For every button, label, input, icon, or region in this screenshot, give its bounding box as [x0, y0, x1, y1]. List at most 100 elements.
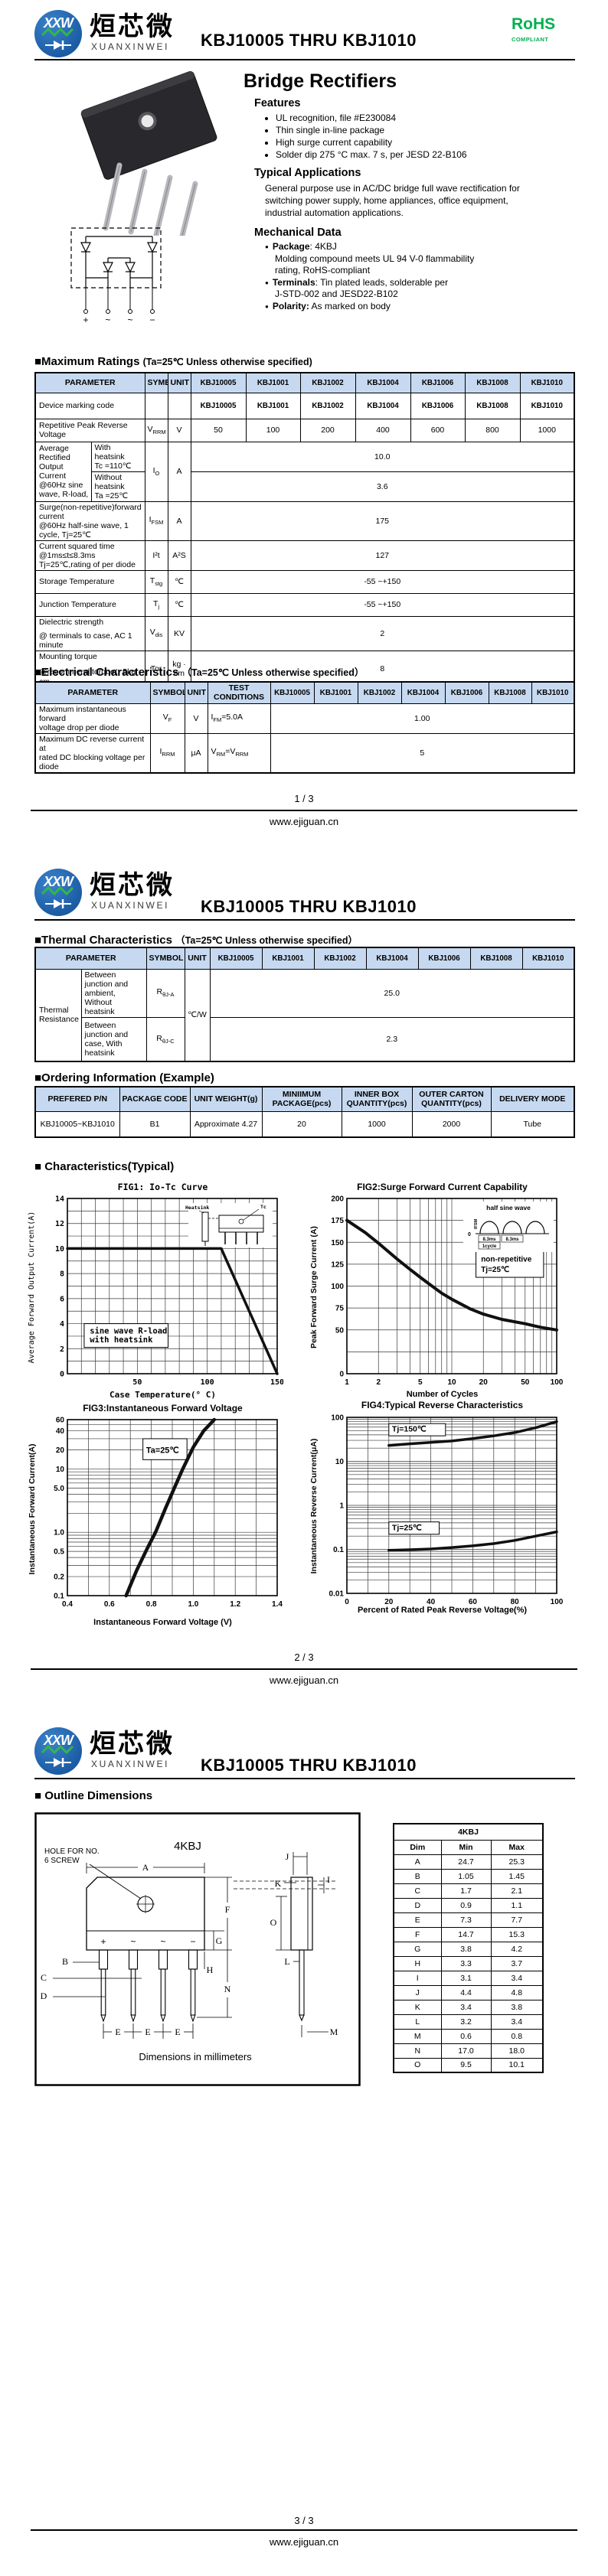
- svg-text:0.5: 0.5: [54, 1548, 64, 1557]
- cell-value: KBJ1010: [519, 392, 575, 419]
- hole-note-line1: HOLE FOR NO.: [44, 1847, 100, 1856]
- cell-value: 24.7: [440, 1854, 492, 1870]
- col-max: Max: [490, 1839, 544, 1855]
- row-tj: Junction Temperature Tj ℃ -55 ~+150: [34, 592, 575, 617]
- col-parameter: PARAMETER: [34, 372, 145, 393]
- cell-test-condition: IFM=5.0A: [207, 703, 271, 734]
- dimension-label: I: [327, 1874, 330, 1885]
- cell-symbol: Tstg: [144, 569, 168, 594]
- pin-polarity-mark: +: [100, 1936, 106, 1947]
- dim-row: G 3.8 4.2: [393, 1941, 544, 1957]
- col-symbol: SYMBOL: [145, 947, 185, 970]
- cell-unit: KV: [167, 615, 191, 651]
- cell-value: 50: [190, 418, 247, 442]
- fig3-xlabel: Instantaneous Forward Voltage (V): [93, 1618, 232, 1627]
- cell-symbol: IRRM: [149, 732, 185, 773]
- cell-value: 5: [270, 732, 575, 773]
- svg-text:1.2: 1.2: [230, 1600, 240, 1609]
- logo-glyph-icon: [41, 27, 74, 50]
- row-tstg: Storage Temperature Tstg ℃ -55 ~+150: [34, 569, 575, 594]
- svg-text:12: 12: [55, 1220, 64, 1228]
- col-model: KBJ1008: [488, 681, 532, 704]
- cell-value: 1.7: [440, 1883, 492, 1899]
- svg-text:10: 10: [55, 1245, 64, 1254]
- doc-title: KBJ10005 THRU KBJ1010: [201, 31, 417, 50]
- dim-row: M 0.6 0.8: [393, 2028, 544, 2044]
- fig2-ylabel: Peak Forward Surge Current (A): [309, 1226, 319, 1348]
- col-unit: UNIT: [184, 947, 211, 970]
- cell-value: 127: [190, 540, 575, 571]
- svg-text:non-repetitive: non-repetitive: [481, 1255, 532, 1264]
- dim-row: A 24.7 25.3: [393, 1854, 544, 1870]
- col-dim: Dim: [393, 1839, 442, 1855]
- svg-text:5.0: 5.0: [54, 1485, 64, 1493]
- fig4-title: FIG4:Typical Reverse Characteristics: [361, 1400, 524, 1410]
- svg-text:1.0: 1.0: [188, 1600, 198, 1609]
- cell-value: 3.4: [490, 1970, 544, 1986]
- svg-text:50: 50: [335, 1326, 345, 1335]
- electrical-heading: ■Electrical Characteristics （Ta=25℃ Unle…: [34, 664, 364, 679]
- cell-value: 1.1: [490, 1897, 544, 1913]
- cell-value: O: [393, 2057, 442, 2073]
- schematic-pin-label: ~: [105, 315, 110, 325]
- mechanical-item: rating, RoHS-compliant: [275, 265, 371, 276]
- dimension-label: M: [330, 2027, 338, 2037]
- cell-unit: V: [167, 418, 191, 442]
- doc-title: KBJ10005 THRU KBJ1010: [201, 897, 417, 916]
- svg-text:50: 50: [132, 1378, 142, 1387]
- svg-text:20: 20: [384, 1598, 394, 1606]
- col-model: KBJ10005: [190, 372, 247, 393]
- logo-xxw-text: XXW: [43, 874, 74, 889]
- cell-value: 175: [190, 501, 575, 541]
- mechanical-item: Molding compound meets UL 94 V-0 flammab…: [275, 253, 475, 264]
- logo-chinese-name: 烜芯微: [90, 871, 175, 900]
- cell-desc: Between junction and case, With heatsink: [80, 1016, 147, 1062]
- cell-symbol: I²t: [144, 540, 168, 571]
- hole-note: HOLE FOR NO. 6 SCREW: [44, 1847, 100, 1866]
- cell-unit: A: [167, 501, 191, 541]
- electrical-cond: （Ta=25℃ Unless otherwise specified）: [181, 667, 364, 678]
- row-ifsm: Surge(non-repetitive)forward current @60H…: [34, 501, 575, 541]
- cell-value: 18.0: [490, 2043, 544, 2059]
- cell-value: 3.4: [440, 1999, 492, 2015]
- dim-row: K 3.4 3.8: [393, 1999, 544, 2015]
- dim-row: E 7.3 7.7: [393, 1912, 544, 1928]
- dimension-label: A: [142, 1862, 149, 1873]
- hole-note-line2: 6 SCREW: [44, 1857, 80, 1865]
- col-symbol: SYMBOL: [149, 681, 185, 704]
- dim-row: I 3.1 3.4: [393, 1970, 544, 1986]
- cell-value: L: [393, 2014, 442, 2030]
- cell-value: KBJ1004: [355, 392, 411, 419]
- dimension-label: G: [216, 1935, 223, 1946]
- svg-text:175: 175: [331, 1217, 344, 1225]
- dimension-label: E: [145, 2027, 150, 2037]
- svg-text:1cycle: 1cycle: [482, 1244, 497, 1249]
- row-i2t: Current squared time @1ms≤t≤8.3ms Tj=25℃,…: [34, 540, 575, 571]
- col-model: KBJ1001: [313, 681, 358, 704]
- cell-value: KBJ1008: [464, 392, 521, 419]
- logo-glyph-icon: [41, 885, 74, 908]
- dimension-label: B: [62, 1956, 68, 1967]
- svg-text:1: 1: [339, 1502, 344, 1511]
- row-vf: Maximum instantaneous forward voltage dro…: [34, 703, 575, 734]
- cell-value: B: [393, 1868, 442, 1884]
- col-model: KBJ1002: [357, 681, 402, 704]
- fig4-ylabel: Instantaneous Reverse Current(μA): [309, 1438, 319, 1574]
- dimension-label: L: [284, 1956, 289, 1967]
- dimension-label: H: [207, 1965, 214, 1975]
- col-package-code: PACKAGE CODE: [119, 1086, 191, 1112]
- cell-unit: ℃: [167, 592, 191, 617]
- page-number: 2 / 3: [294, 1652, 314, 1663]
- cell-value: 1.05: [440, 1868, 492, 1884]
- header-rule: [34, 59, 575, 60]
- svg-text:150: 150: [331, 1239, 344, 1247]
- cell-value: KBJ10005~KBJ1010: [34, 1110, 120, 1138]
- row-vrrm: Repetitive Peak Reverse Voltage VRRM V 5…: [34, 418, 575, 442]
- fig1-title: FIG1: Io-Tc Curve: [117, 1182, 208, 1192]
- svg-text:0.4: 0.4: [62, 1600, 73, 1609]
- outline-drawing: A B CD E E E F G HN J K I O L M + ~ ~ −: [34, 1812, 361, 2086]
- thermal-cond: （Ta=25℃ Unless otherwise specified）: [175, 935, 358, 946]
- cell-value: 2.1: [490, 1883, 544, 1899]
- cell-unit: V: [184, 703, 208, 734]
- max-ratings-title: ■Maximum Ratings: [34, 355, 140, 368]
